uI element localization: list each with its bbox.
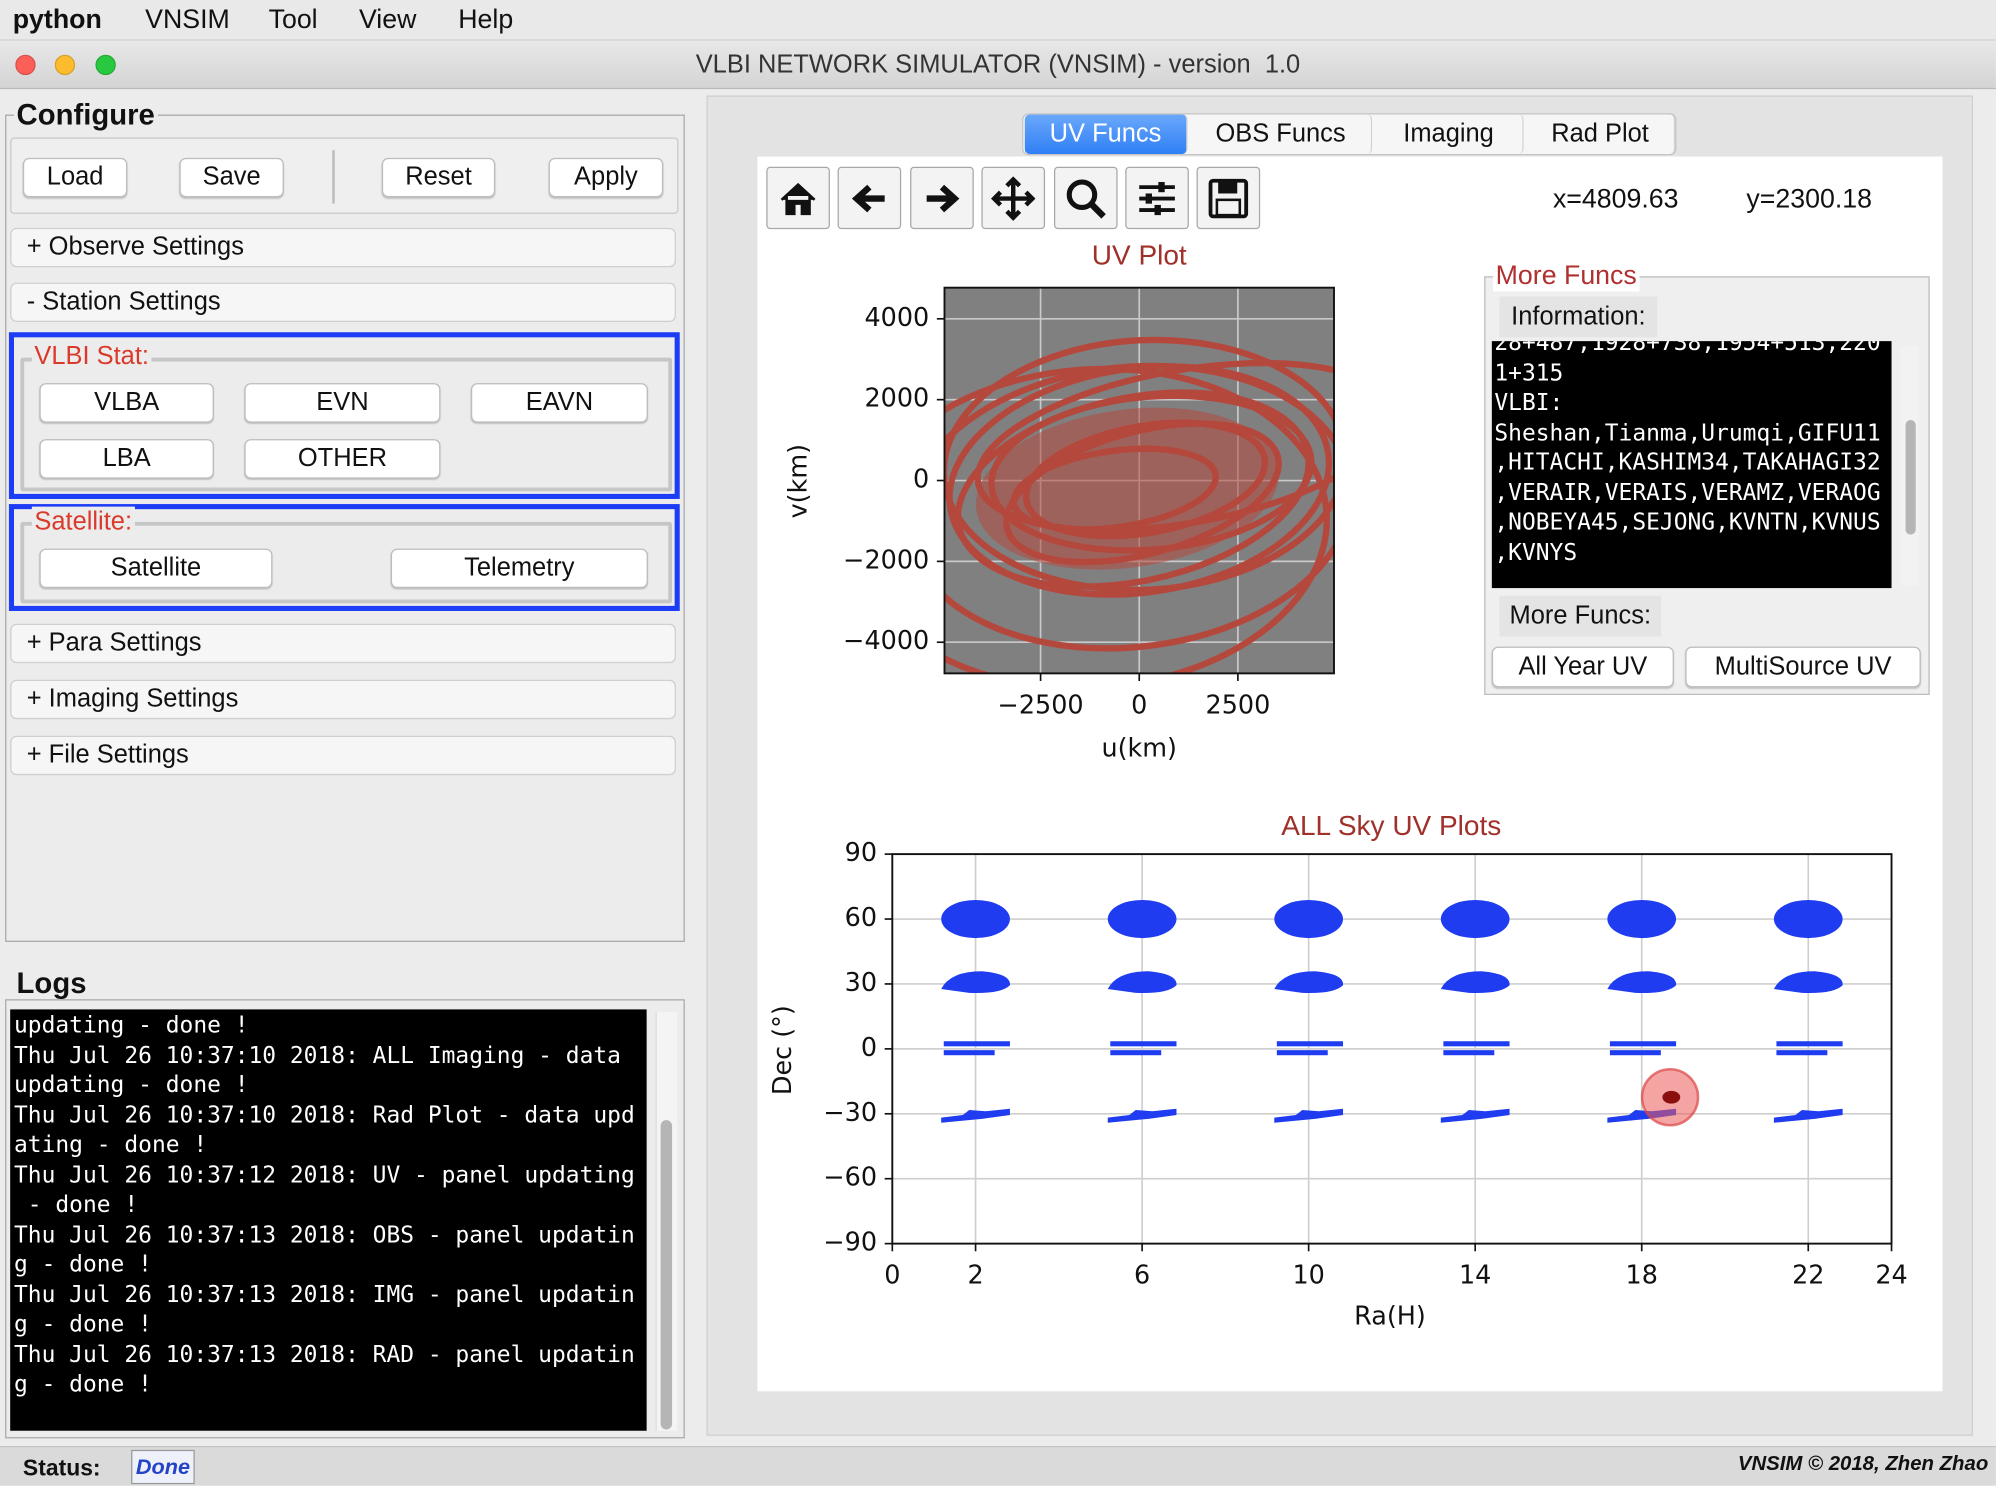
- info-label: Information:: [1499, 296, 1658, 338]
- status-value: Done: [131, 1449, 195, 1485]
- logs-title: Logs: [14, 967, 90, 998]
- info-line: 1+315: [1494, 359, 1564, 387]
- tab[interactable]: UV Funcs: [1024, 114, 1188, 155]
- log-line: g - done !: [14, 1311, 152, 1338]
- vlbi-stat-frame: [20, 357, 673, 492]
- tab[interactable]: OBS Funcs: [1190, 114, 1373, 155]
- section-header[interactable]: + Observe Settings: [10, 227, 676, 268]
- station-button[interactable]: LBA: [39, 439, 214, 479]
- vlbi-stat-highlight: [8, 332, 680, 499]
- info-lines: 28+487,1928+738,1954+513,220 1+315 VLBI: Sh…: [1494, 341, 1880, 568]
- toolbar-button[interactable]: [838, 166, 902, 230]
- window-title: VLBI NETWORK SIMULATOR (VNSIM) - version…: [695, 50, 1301, 79]
- log-line: Thu Jul 26 10:37:13 2018: IMG - panel up…: [14, 1281, 635, 1308]
- log-line: updating - done !: [14, 1011, 249, 1039]
- info-line: VLBI:: [1494, 389, 1564, 417]
- section-header[interactable]: + Imaging Settings: [10, 679, 676, 720]
- config-button[interactable]: Reset: [381, 157, 496, 198]
- satellite-highlight: [8, 504, 680, 611]
- toolbar-icon: [1209, 178, 1249, 218]
- logs-console: updating - done ! Thu Jul 26 10:37:10 201…: [10, 1009, 647, 1431]
- log-line: ating - done !: [14, 1131, 208, 1159]
- menu-item[interactable]: VNSIM: [145, 5, 230, 35]
- config-button[interactable]: Load: [22, 157, 128, 198]
- cursor-y: y=2300.18: [1746, 184, 1873, 214]
- logs-frame: [5, 999, 685, 1439]
- section-header[interactable]: - Station Settings: [10, 282, 676, 323]
- toolbar-icon: [852, 184, 886, 212]
- configure-title: Configure: [14, 99, 158, 130]
- station-button[interactable]: EVN: [244, 383, 441, 423]
- menu-item[interactable]: Help: [458, 5, 514, 35]
- log-line: Thu Jul 26 10:37:12 2018: UV - panel upd…: [14, 1161, 635, 1189]
- config-button[interactable]: Apply: [548, 157, 664, 198]
- menu-item[interactable]: View: [358, 5, 417, 35]
- log-line: g - done !: [14, 1251, 152, 1278]
- info-line: ,KVNYS: [1494, 539, 1578, 566]
- log-line: g - done !: [14, 1370, 152, 1398]
- info-line: Sheshan,Tianma,Urumqi,GIFU11: [1494, 419, 1881, 447]
- satellite-frame: [20, 521, 673, 604]
- toolbar-icon: [1139, 181, 1175, 215]
- toolbar-icon: [780, 182, 816, 215]
- toolbar-button[interactable]: [1197, 166, 1261, 230]
- more-funcs-title: More Funcs: [1493, 260, 1640, 292]
- log-line: updating - done !: [14, 1071, 249, 1099]
- log-line: Thu Jul 26 10:37:13 2018: RAD - panel up…: [14, 1341, 635, 1368]
- toolbar-icon: [1066, 178, 1106, 219]
- toolbar-button[interactable]: [981, 166, 1046, 230]
- status-bar: [0, 1446, 1996, 1486]
- window-control[interactable]: [95, 54, 116, 76]
- station-button[interactable]: OTHER: [244, 439, 441, 479]
- toolbar-icon: [926, 184, 960, 212]
- toolbar-button[interactable]: [909, 166, 974, 230]
- satellite-button[interactable]: Telemetry: [390, 548, 648, 589]
- toolbar-button[interactable]: [766, 166, 830, 230]
- log-line: Thu Jul 26 10:37:10 2018: ALL Imaging - …: [14, 1041, 621, 1069]
- tab[interactable]: Rad Plot: [1526, 114, 1676, 155]
- info-line: ,VERAIR,VERAIS,VERAMZ,VERAOG: [1494, 479, 1881, 506]
- status-label: Status:: [22, 1454, 101, 1481]
- logs-scroll-thumb[interactable]: [660, 1120, 673, 1430]
- more-funcs-button[interactable]: All Year UV: [1491, 646, 1674, 688]
- toolbar-button[interactable]: [1053, 166, 1118, 230]
- window-control[interactable]: [15, 54, 36, 76]
- toolbar-button[interactable]: [1125, 166, 1189, 230]
- tab[interactable]: Imaging: [1375, 114, 1524, 155]
- info-scroll-thumb[interactable]: [1905, 420, 1916, 535]
- station-button[interactable]: EAVN: [470, 383, 648, 423]
- info-console: 28+487,1928+738,1954+513,220 1+315 VLBI: Sh…: [1491, 341, 1892, 589]
- section-header[interactable]: + File Settings: [10, 735, 676, 776]
- info-line: 28+487,1928+738,1954+513,220: [1494, 341, 1881, 357]
- info-line: ,HITACHI,KASHIM34,TAKAHAGI32: [1494, 449, 1881, 477]
- info-line: ,NOBEYA45,SEJONG,KVNTN,KVNUS: [1494, 509, 1881, 536]
- status-credit: VNSIM © 2018, Zhen Zhao: [1737, 1453, 1989, 1476]
- config-button[interactable]: Save: [179, 157, 284, 198]
- menu-app: python: [12, 5, 102, 35]
- menu-bar: [0, 0, 1996, 41]
- satellite-button[interactable]: Satellite: [39, 548, 273, 589]
- log-line: - done !: [14, 1191, 139, 1219]
- vlbi-stat-title: VLBI Stat:: [31, 341, 152, 372]
- window-control[interactable]: [54, 54, 76, 76]
- title-bar: [0, 40, 1996, 90]
- satellite-title: Satellite:: [31, 506, 135, 538]
- station-button[interactable]: VLBA: [39, 383, 214, 423]
- menu-item[interactable]: Tool: [268, 5, 318, 35]
- more-funcs-label: More Funcs:: [1499, 595, 1662, 637]
- separator: [332, 150, 335, 204]
- log-line: Thu Jul 26 10:37:10 2018: Rad Plot - dat…: [14, 1101, 635, 1129]
- cursor-x: x=4809.63: [1552, 184, 1679, 214]
- log-line: Thu Jul 26 10:37:13 2018: OBS - panel up…: [14, 1221, 635, 1249]
- toolbar-icon: [991, 175, 1036, 221]
- more-funcs-button[interactable]: MultiSource UV: [1685, 646, 1921, 688]
- configure-frame: [5, 114, 685, 942]
- section-header[interactable]: + Para Settings: [10, 623, 676, 664]
